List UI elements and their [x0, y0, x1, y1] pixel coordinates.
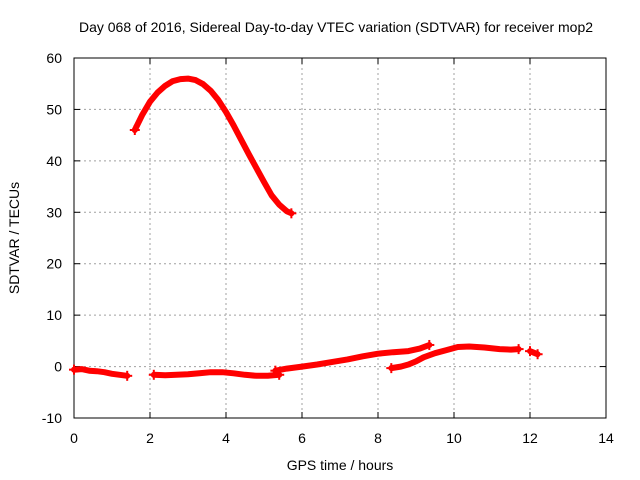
y-tick-label: 20: [46, 256, 62, 272]
x-tick-label: 10: [446, 430, 462, 446]
y-tick-label: -10: [42, 410, 62, 426]
x-tick-label: 4: [222, 430, 230, 446]
series-6-end-marker: [532, 349, 543, 360]
x-tick-label: 2: [146, 430, 154, 446]
x-tick-label: 8: [374, 430, 382, 446]
axis-ticks: [73, 57, 607, 419]
grid: [74, 58, 606, 418]
series-layer: [69, 75, 543, 381]
series-2-end-marker: [122, 370, 133, 381]
y-tick-label: 30: [46, 204, 62, 220]
series-5-end-marker: [513, 344, 524, 355]
x-tick-label: 6: [298, 430, 306, 446]
x-axis-label: GPS time / hours: [287, 457, 394, 473]
series-4-start-marker: [270, 365, 281, 376]
chart-title: Day 068 of 2016, Sidereal Day-to-day VTE…: [79, 19, 593, 35]
y-axis-label: SDTVAR / TECUs: [6, 182, 22, 294]
series-line-5: [388, 343, 522, 372]
y-tick-label: 50: [46, 101, 62, 117]
tick-labels: 0 2 4 6 8 10 12 14 -10 0 10 20 30 40 50 60: [42, 50, 614, 446]
series-5-start-marker: [386, 363, 397, 374]
x-tick-label: 14: [598, 430, 614, 446]
series-3-start-marker: [148, 369, 159, 380]
series-line-2: [71, 366, 131, 379]
y-tick-label: 40: [46, 153, 62, 169]
series-line-3: [150, 369, 283, 379]
series-1-end-marker: [286, 208, 297, 219]
series-line-1: [131, 75, 295, 217]
y-tick-label: 10: [46, 307, 62, 323]
y-tick-label: 60: [46, 50, 62, 66]
y-tick-label: 0: [54, 359, 62, 375]
x-tick-label: 0: [70, 430, 78, 446]
series-6-start-marker: [525, 346, 535, 357]
series-line-4: [272, 342, 433, 374]
x-tick-label: 12: [522, 430, 538, 446]
series-2-start-marker: [69, 364, 79, 375]
series-1-start-marker: [129, 125, 140, 135]
plot-frame: [73, 57, 607, 419]
series-4-end-marker: [424, 339, 435, 350]
